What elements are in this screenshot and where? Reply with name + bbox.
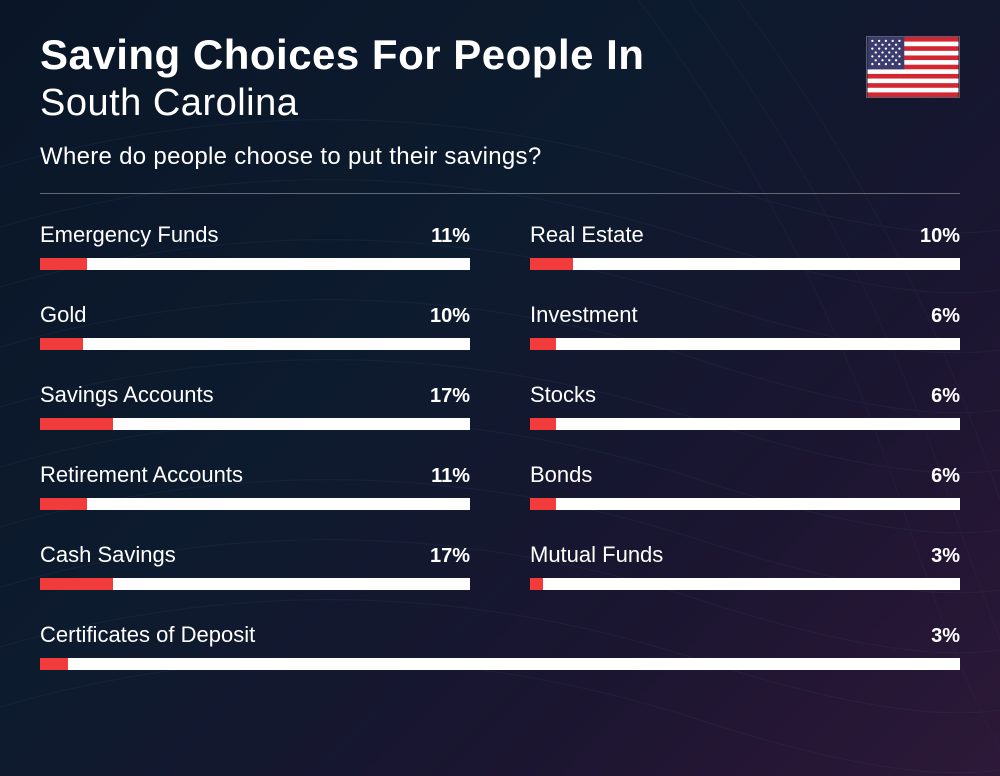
bar-item: Bonds 6% bbox=[530, 462, 960, 510]
bar-value: 11% bbox=[431, 465, 470, 488]
bar-label: Bonds bbox=[530, 462, 592, 488]
bar-value: 17% bbox=[430, 545, 470, 568]
bar-label: Savings Accounts bbox=[40, 382, 214, 408]
bar-header: Cash Savings 17% bbox=[40, 542, 470, 568]
bar-header: Investment 6% bbox=[530, 302, 960, 328]
bar-fill bbox=[530, 498, 556, 510]
bar-header: Real Estate 10% bbox=[530, 222, 960, 248]
divider bbox=[40, 193, 960, 194]
bar-item: Retirement Accounts 11% bbox=[40, 462, 470, 510]
bar-value: 6% bbox=[931, 305, 960, 328]
bar-header: Certificates of Deposit 3% bbox=[40, 622, 960, 648]
bar-label: Certificates of Deposit bbox=[40, 622, 255, 648]
bar-track bbox=[530, 338, 960, 350]
bar-value: 10% bbox=[920, 225, 960, 248]
bar-fill bbox=[40, 658, 68, 670]
bar-item: Stocks 6% bbox=[530, 382, 960, 430]
bar-header: Mutual Funds 3% bbox=[530, 542, 960, 568]
bar-fill bbox=[40, 578, 113, 590]
bar-item: Cash Savings 17% bbox=[40, 542, 470, 590]
bar-label: Retirement Accounts bbox=[40, 462, 243, 488]
bar-fill bbox=[40, 498, 87, 510]
usa-flag-icon bbox=[866, 36, 960, 98]
bar-track bbox=[40, 658, 960, 670]
bar-chart-grid: Emergency Funds 11% Real Estate 10% Gold 10% I… bbox=[40, 222, 960, 670]
bar-item: Savings Accounts 17% bbox=[40, 382, 470, 430]
bar-fill bbox=[530, 258, 573, 270]
bar-item: Investment 6% bbox=[530, 302, 960, 350]
bar-header: Gold 10% bbox=[40, 302, 470, 328]
bar-track bbox=[40, 578, 470, 590]
bar-track bbox=[530, 578, 960, 590]
bar-label: Cash Savings bbox=[40, 542, 176, 568]
bar-label: Gold bbox=[40, 302, 86, 328]
bar-track bbox=[530, 498, 960, 510]
bar-label: Mutual Funds bbox=[530, 542, 663, 568]
bar-header: Savings Accounts 17% bbox=[40, 382, 470, 408]
bar-fill bbox=[530, 578, 543, 590]
bar-track bbox=[530, 258, 960, 270]
page-subtitle: South Carolina bbox=[40, 82, 866, 125]
bar-track bbox=[40, 258, 470, 270]
bar-value: 11% bbox=[431, 225, 470, 248]
bar-item: Gold 10% bbox=[40, 302, 470, 350]
bar-header: Stocks 6% bbox=[530, 382, 960, 408]
bar-value: 10% bbox=[430, 305, 470, 328]
bar-fill bbox=[530, 338, 556, 350]
header: Saving Choices For People In South Carol… bbox=[40, 32, 960, 171]
bar-header: Bonds 6% bbox=[530, 462, 960, 488]
bar-label: Real Estate bbox=[530, 222, 644, 248]
bar-track bbox=[530, 418, 960, 430]
bar-fill bbox=[40, 418, 113, 430]
bar-label: Emergency Funds bbox=[40, 222, 219, 248]
bar-track bbox=[40, 418, 470, 430]
page-question: Where do people choose to put their savi… bbox=[40, 143, 866, 171]
bar-value: 3% bbox=[931, 545, 960, 568]
bar-item: Mutual Funds 3% bbox=[530, 542, 960, 590]
bar-label: Investment bbox=[530, 302, 638, 328]
bar-fill bbox=[530, 418, 556, 430]
bar-value: 17% bbox=[430, 385, 470, 408]
bar-value: 6% bbox=[931, 465, 960, 488]
bar-item: Certificates of Deposit 3% bbox=[40, 622, 960, 670]
bar-fill bbox=[40, 258, 87, 270]
bar-item: Real Estate 10% bbox=[530, 222, 960, 270]
bar-label: Stocks bbox=[530, 382, 596, 408]
bar-value: 3% bbox=[931, 625, 960, 648]
bar-item: Emergency Funds 11% bbox=[40, 222, 470, 270]
bar-header: Retirement Accounts 11% bbox=[40, 462, 470, 488]
bar-fill bbox=[40, 338, 83, 350]
bar-track bbox=[40, 498, 470, 510]
page-title: Saving Choices For People In bbox=[40, 32, 866, 78]
bar-header: Emergency Funds 11% bbox=[40, 222, 470, 248]
bar-value: 6% bbox=[931, 385, 960, 408]
bar-track bbox=[40, 338, 470, 350]
